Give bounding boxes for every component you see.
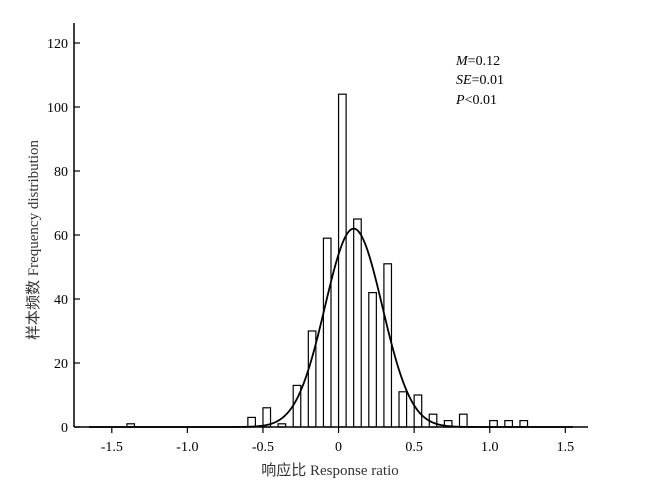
histogram-bar bbox=[337, 93, 347, 428]
stat-p: P<0.01 bbox=[455, 93, 497, 108]
histogram-bar bbox=[398, 391, 408, 428]
x-tick-label: -1.0 bbox=[176, 440, 198, 455]
histogram-bar bbox=[353, 218, 362, 428]
stats-annotation: M=0.12 SE=0.01 P<0.01 bbox=[455, 54, 504, 108]
x-tick-label: -0.5 bbox=[252, 440, 274, 455]
x-axis-ticks: -1.5 -1.0 -0.5 0 0.5 1.0 1.5 bbox=[101, 427, 574, 455]
histogram-bar bbox=[504, 420, 514, 428]
histogram-bars bbox=[126, 93, 529, 428]
histogram-bar bbox=[519, 420, 529, 428]
y-tick-label: 0 bbox=[61, 421, 68, 436]
x-tick-label: 1.0 bbox=[481, 440, 499, 455]
x-tick-label: 1.5 bbox=[557, 440, 575, 455]
x-tick-label: 0 bbox=[335, 440, 342, 455]
y-axis-ticks: 0 20 40 60 80 100 120 bbox=[47, 37, 80, 436]
x-axis-label: 响应比 Response ratio bbox=[261, 461, 398, 479]
y-tick-label: 20 bbox=[54, 357, 68, 372]
histogram-bar bbox=[489, 420, 498, 428]
y-axis-label: 样本频数 Frequency distribution bbox=[25, 140, 42, 340]
histogram-bar bbox=[322, 237, 332, 428]
stat-se: SE=0.01 bbox=[456, 73, 504, 88]
stat-mean: M=0.12 bbox=[455, 54, 500, 69]
histogram-bar bbox=[383, 263, 393, 428]
histogram-bar bbox=[368, 292, 377, 428]
x-tick-label: 0.5 bbox=[405, 440, 423, 455]
x-tick-label: -1.5 bbox=[101, 440, 123, 455]
y-tick-label: 60 bbox=[54, 229, 68, 244]
y-tick-label: 100 bbox=[47, 101, 68, 116]
y-tick-label: 120 bbox=[47, 37, 68, 52]
histogram-bar bbox=[458, 413, 468, 428]
histogram-bar bbox=[247, 416, 257, 428]
y-tick-label: 80 bbox=[54, 165, 68, 180]
y-tick-label: 40 bbox=[54, 293, 68, 308]
